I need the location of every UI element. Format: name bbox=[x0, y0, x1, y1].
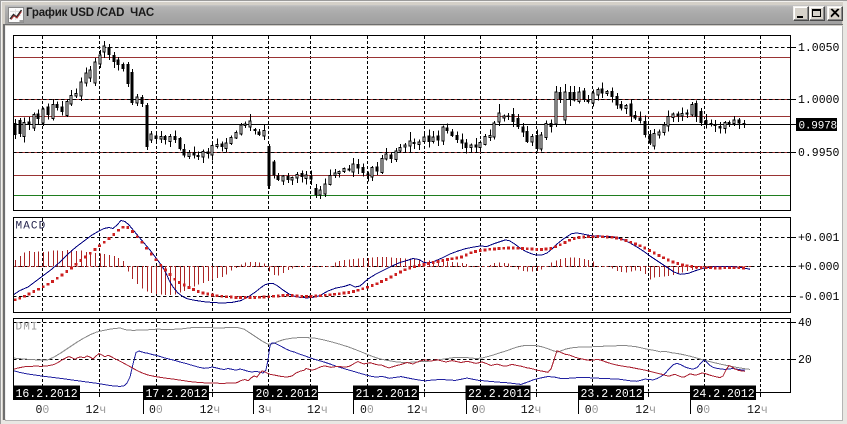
svg-text:00: 00 bbox=[472, 404, 486, 417]
svg-text:12ч: 12ч bbox=[521, 404, 542, 417]
svg-text:12ч: 12ч bbox=[200, 404, 221, 417]
svg-text:00: 00 bbox=[36, 404, 50, 417]
svg-text:00: 00 bbox=[696, 404, 710, 417]
svg-text:22.2.2012: 22.2.2012 bbox=[468, 388, 530, 401]
svg-text:12ч: 12ч bbox=[747, 404, 768, 417]
svg-text:40: 40 bbox=[798, 317, 812, 330]
svg-text:+0.001: +0.001 bbox=[798, 232, 840, 245]
svg-text:MACD: MACD bbox=[16, 221, 47, 233]
svg-text:0.9978: 0.9978 bbox=[799, 121, 837, 133]
svg-text:12ч: 12ч bbox=[635, 404, 656, 417]
svg-text:20: 20 bbox=[798, 354, 812, 367]
svg-text:-0.001: -0.001 bbox=[798, 291, 840, 304]
svg-text:00: 00 bbox=[360, 404, 374, 417]
svg-text:3ч: 3ч bbox=[258, 404, 272, 417]
svg-text:00: 00 bbox=[149, 404, 163, 417]
svg-text:DMI: DMI bbox=[16, 322, 39, 334]
svg-text:17.2.2012: 17.2.2012 bbox=[146, 388, 208, 401]
svg-text:16.2.2012: 16.2.2012 bbox=[16, 388, 78, 401]
svg-text:00: 00 bbox=[585, 404, 599, 417]
svg-text:0.9950: 0.9950 bbox=[798, 147, 840, 160]
svg-text:1.0000: 1.0000 bbox=[798, 94, 840, 107]
svg-text:12ч: 12ч bbox=[86, 404, 107, 417]
svg-text:21.2.2012: 21.2.2012 bbox=[356, 388, 418, 401]
svg-text:24.2.2012: 24.2.2012 bbox=[693, 388, 755, 401]
svg-text:20.2.2012: 20.2.2012 bbox=[256, 388, 318, 401]
svg-text:12ч: 12ч bbox=[407, 404, 428, 417]
svg-text:1.0050: 1.0050 bbox=[798, 42, 840, 55]
svg-text:12ч: 12ч bbox=[307, 404, 328, 417]
svg-text:+0.000: +0.000 bbox=[798, 261, 840, 274]
svg-text:23.2.2012: 23.2.2012 bbox=[581, 388, 643, 401]
